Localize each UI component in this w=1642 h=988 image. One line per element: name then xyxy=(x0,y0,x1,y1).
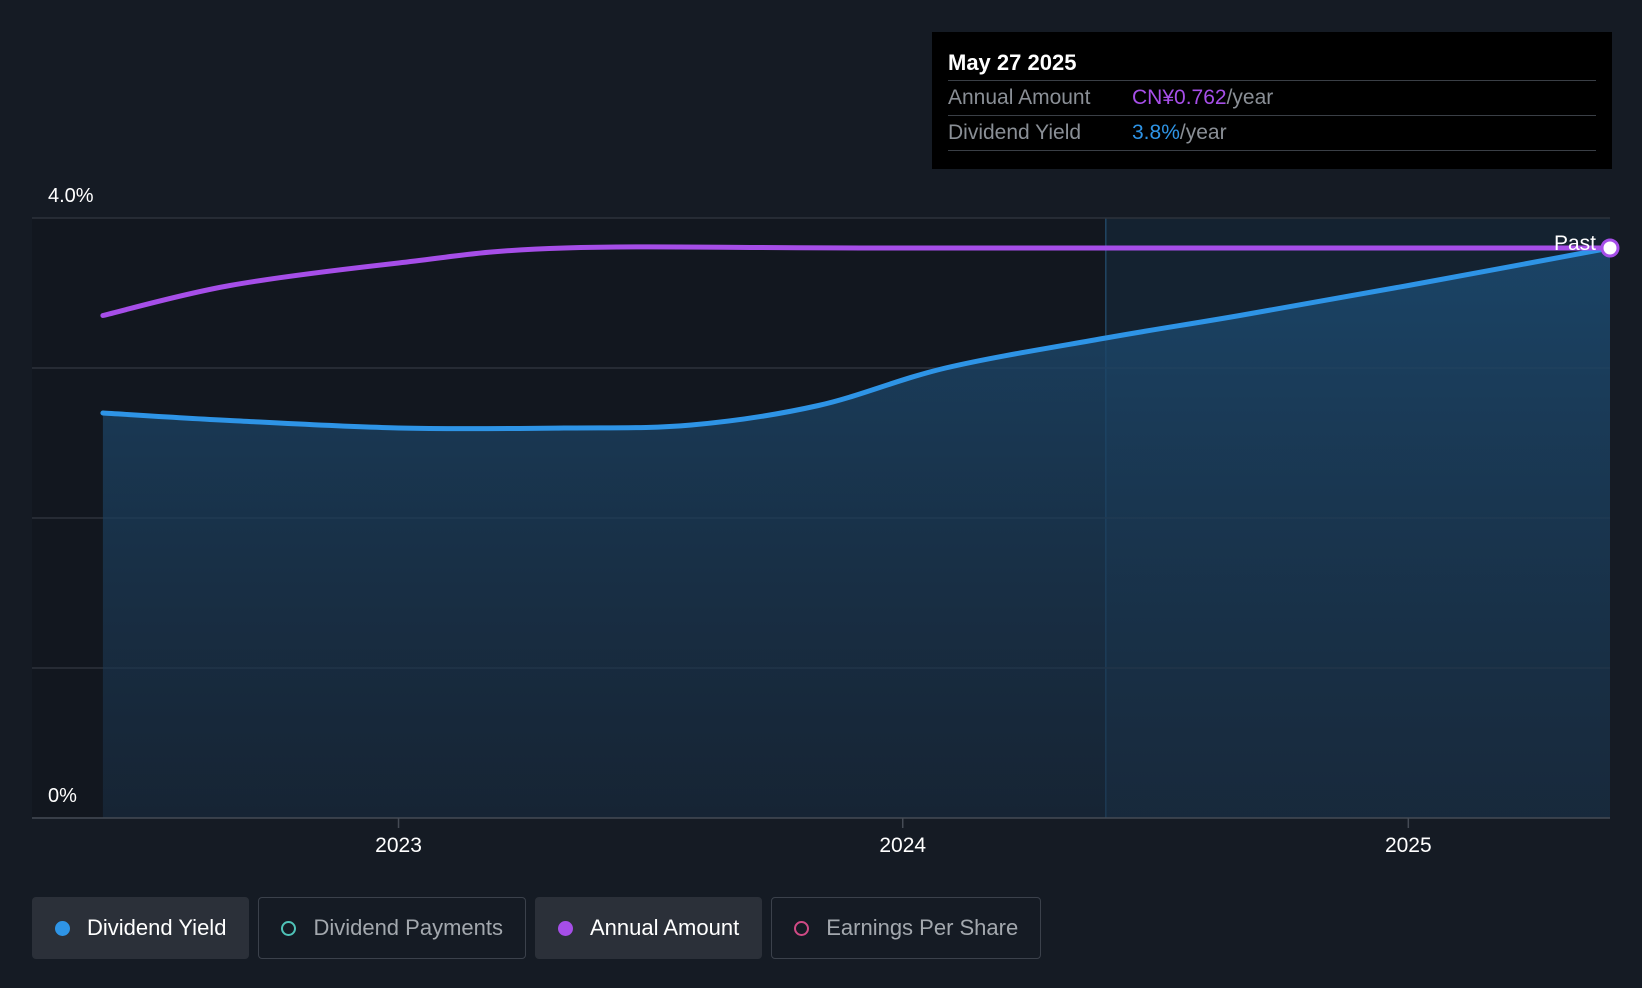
past-label: Past xyxy=(1554,232,1596,255)
y-tick-label: 4.0% xyxy=(48,185,94,207)
tooltip-unit: /year xyxy=(1179,121,1227,144)
legend-item-annual-amount[interactable]: Annual Amount xyxy=(534,897,763,959)
legend-label: Dividend Yield xyxy=(87,915,227,940)
y-axis-ticks: 4.0% 0% xyxy=(48,185,94,807)
legend-item-dividend-payments[interactable]: Dividend Payments xyxy=(258,897,526,959)
x-axis-ticks: 2023 2024 2025 xyxy=(375,818,1432,857)
tooltip-date: May 27 2025 xyxy=(948,50,1077,75)
annual-amount-line xyxy=(100,244,1613,318)
tooltip-unit: /year xyxy=(1226,86,1274,109)
tooltip-value: CN¥0.762 xyxy=(1132,86,1227,109)
legend-label: Annual Amount xyxy=(589,915,740,940)
dividend-yield-dot-icon xyxy=(55,920,70,936)
tooltip-row-annual-amount: Annual Amount CN¥0.762 /year xyxy=(948,80,1596,115)
legend: Dividend Yield Dividend Payments Annual … xyxy=(32,897,1042,959)
dividend-yield-area xyxy=(102,248,1610,818)
tooltip-row-dividend-yield: Dividend Yield 3.8% /year xyxy=(948,115,1596,151)
y-tick-label: 0% xyxy=(48,785,77,807)
tooltip-label: Annual Amount xyxy=(948,86,1091,109)
earnings-per-share-dot-icon xyxy=(794,920,810,936)
x-tick-label: 2024 xyxy=(879,834,926,857)
dividend-yield-line xyxy=(100,245,1613,432)
x-tick-label: 2025 xyxy=(1385,834,1432,857)
legend-label: Earnings Per Share xyxy=(826,915,1019,940)
dividend-payments-dot-icon xyxy=(281,920,297,936)
x-tick-label: 2023 xyxy=(375,834,422,857)
tooltip-label: Dividend Yield xyxy=(948,121,1082,144)
tooltip: May 27 2025 Annual Amount CN¥0.762 /year… xyxy=(932,32,1612,169)
legend-label: Dividend Payments xyxy=(313,915,503,940)
tooltip-value: 3.8% xyxy=(1132,121,1180,144)
annual-amount-dot-icon xyxy=(557,920,573,936)
legend-item-dividend-yield[interactable]: Dividend Yield xyxy=(32,897,250,959)
end-point-marker xyxy=(1600,238,1620,258)
legend-item-earnings-per-share[interactable]: Earnings Per Share xyxy=(771,897,1042,959)
